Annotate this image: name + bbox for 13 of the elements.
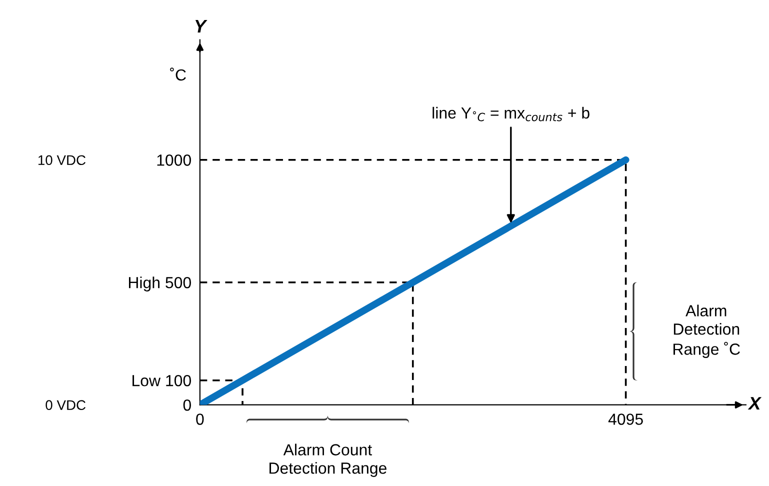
annotation: line Y$_{˚C}$ = mx$_{counts}$ + b <box>432 106 590 122</box>
y-axis-title: Y <box>195 20 208 32</box>
y-tick-label: 1000 <box>157 154 191 166</box>
text: ˚C <box>170 68 186 81</box>
x-tick-label: 4095 <box>608 414 643 425</box>
y-tick-label: 0 <box>183 399 191 411</box>
y-tick-label: High 500 <box>128 276 191 292</box>
y2-tick-label: 10 VDC <box>38 155 86 166</box>
text: Alarm Count Detection Range <box>270 444 386 477</box>
y-tick-label: Low 100 <box>132 374 191 386</box>
annotation: Alarm Detection Range ˚C <box>674 304 740 358</box>
x-axis-title: X <box>748 397 762 410</box>
y2-tick-label: 0 VDC <box>46 400 86 410</box>
